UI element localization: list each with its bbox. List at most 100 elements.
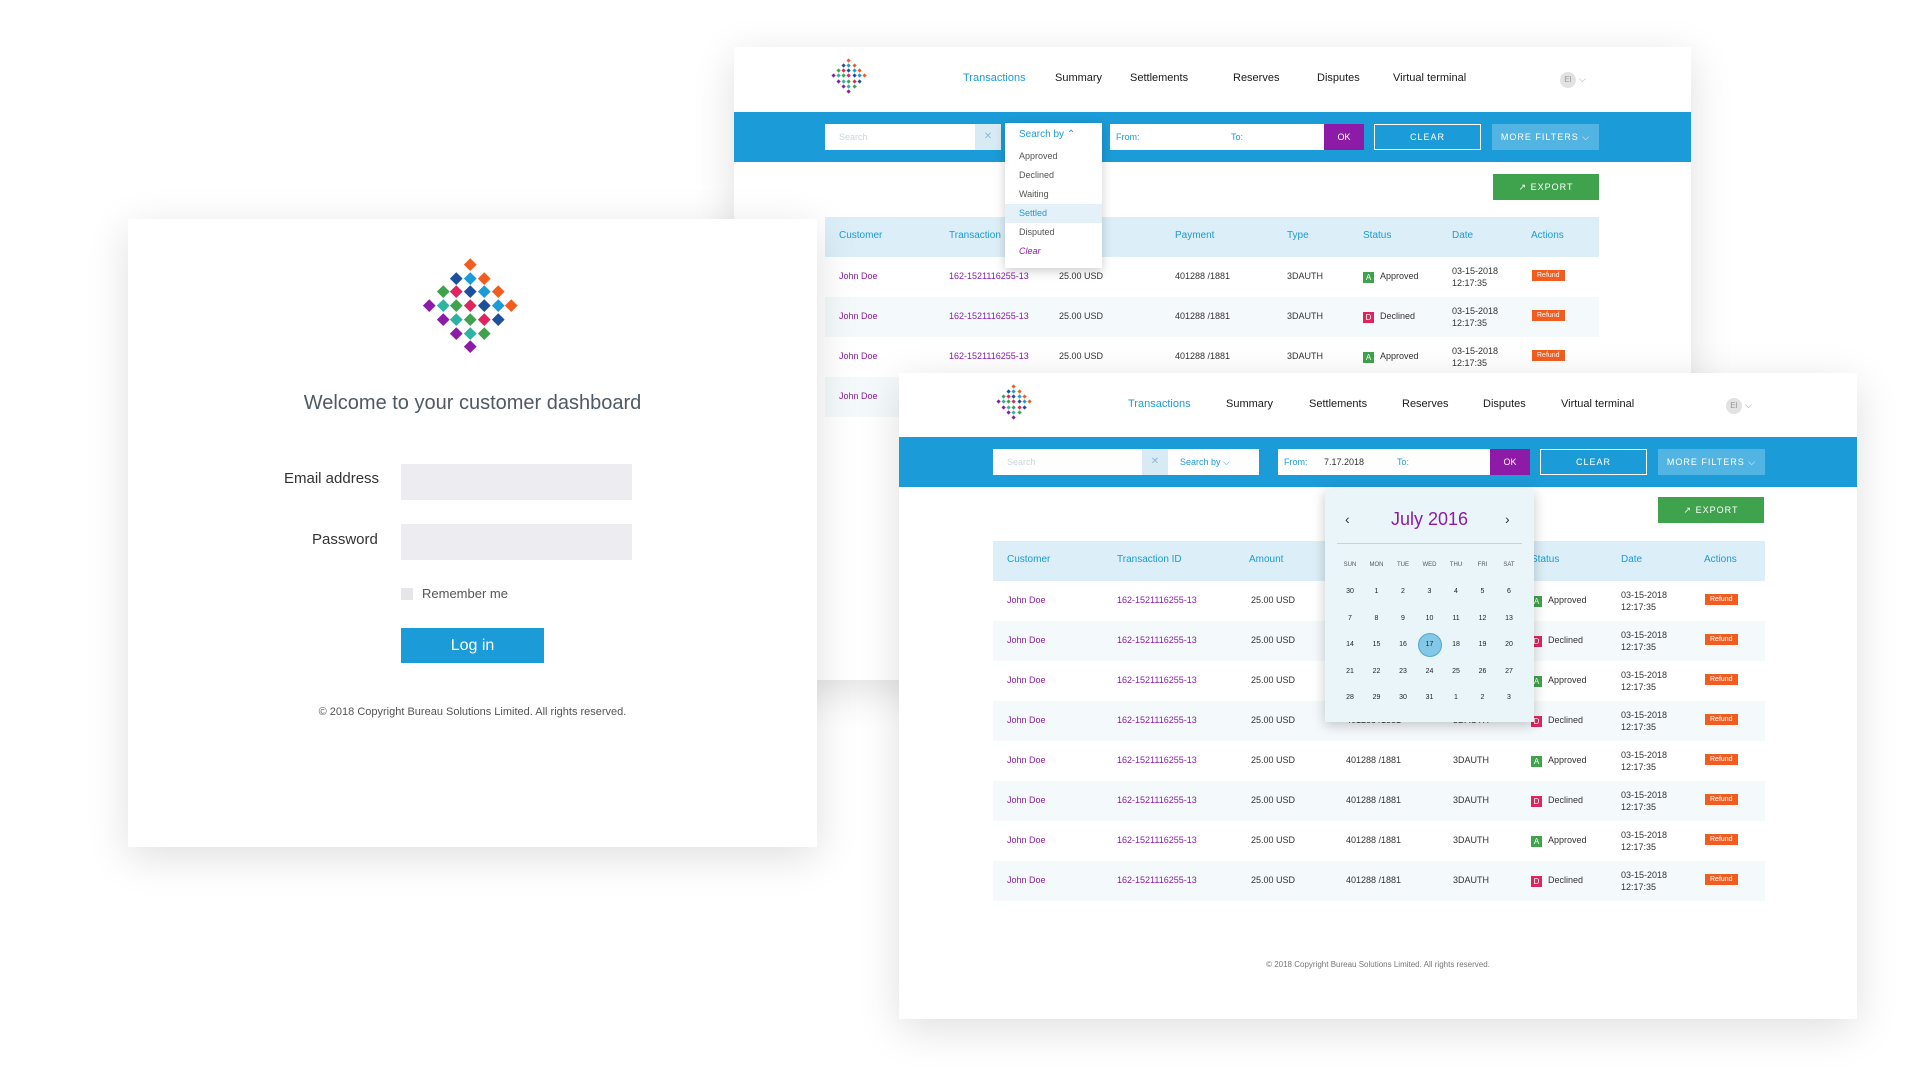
nav-summary[interactable]: Summary bbox=[1226, 398, 1274, 410]
calendar-day[interactable]: 23 bbox=[1399, 667, 1407, 675]
refund-button[interactable]: Refund bbox=[1705, 674, 1738, 685]
date-picker[interactable]: ‹ › July 2016 SUN MON TUE WED THU FRI SAT 30 1 2 3… bbox=[1325, 489, 1534, 722]
more-filters-button[interactable]: MORE FILTERS ⌵ bbox=[1658, 449, 1765, 475]
clear-search-icon[interactable]: ✕ bbox=[975, 124, 1001, 150]
clear-search-icon[interactable]: ✕ bbox=[1142, 449, 1168, 475]
cell-customer[interactable]: John Doe bbox=[839, 391, 878, 401]
refund-button[interactable]: Refund bbox=[1532, 350, 1565, 361]
calendar-day[interactable]: 21 bbox=[1346, 667, 1354, 675]
table-row[interactable]: John Doe 162-1521116255-13 25.00 USD 401288… bbox=[993, 741, 1765, 781]
calendar-day[interactable]: 16 bbox=[1399, 641, 1407, 648]
calendar-day[interactable]: 28 bbox=[1346, 694, 1354, 701]
th-actions[interactable]: Actions bbox=[1531, 230, 1564, 241]
date-range[interactable]: From: To: bbox=[1110, 124, 1324, 150]
cell-transaction-id[interactable]: 162-1521116255-13 bbox=[1117, 675, 1197, 685]
cell-transaction-id[interactable]: 162-1521116255-13 bbox=[1117, 755, 1197, 765]
calendar-day[interactable]: 3 bbox=[1507, 694, 1511, 701]
calendar-day[interactable]: 24 bbox=[1425, 667, 1434, 675]
cell-transaction-id[interactable]: 162-1521116255-13 bbox=[1117, 715, 1197, 725]
nav-virtual-terminal[interactable]: Virtual terminal bbox=[1561, 398, 1635, 410]
refund-button[interactable]: Refund bbox=[1705, 594, 1738, 605]
calendar-day[interactable]: 27 bbox=[1505, 667, 1513, 675]
calendar-day[interactable]: 31 bbox=[1425, 694, 1434, 701]
email-field[interactable] bbox=[401, 464, 632, 500]
dd-disputed[interactable]: Disputed bbox=[1019, 227, 1055, 237]
dd-clear[interactable]: Clear bbox=[1019, 246, 1041, 256]
next-month-icon[interactable]: › bbox=[1505, 511, 1510, 527]
dd-approved[interactable]: Approved bbox=[1019, 151, 1058, 161]
cell-transaction-id[interactable]: 162-1521116255-13 bbox=[949, 271, 1029, 281]
calendar-day[interactable]: 4 bbox=[1454, 588, 1458, 595]
th-customer[interactable]: Customer bbox=[839, 230, 883, 241]
refund-button[interactable]: Refund bbox=[1705, 754, 1738, 765]
clear-button[interactable]: CLEAR bbox=[1540, 449, 1647, 475]
cell-customer[interactable]: John Doe bbox=[1007, 635, 1046, 645]
cell-customer[interactable]: John Doe bbox=[1007, 835, 1046, 845]
calendar-day[interactable]: 8 bbox=[1374, 614, 1379, 622]
nav-reserves[interactable]: Reserves bbox=[1233, 72, 1280, 84]
calendar-day[interactable]: 20 bbox=[1505, 641, 1513, 648]
calendar-day[interactable]: 9 bbox=[1401, 614, 1405, 622]
calendar-day[interactable]: 1 bbox=[1454, 694, 1458, 701]
export-button[interactable]: ↗ EXPORT bbox=[1658, 497, 1764, 523]
cell-transaction-id[interactable]: 162-1521116255-13 bbox=[1117, 835, 1197, 845]
cell-customer[interactable]: John Doe bbox=[1007, 795, 1046, 805]
table-row[interactable]: John Doe 162-1521116255-13 25.00 USD 401288… bbox=[825, 337, 1599, 377]
calendar-day[interactable]: 2 bbox=[1401, 588, 1405, 595]
chevron-down-icon[interactable]: ⌵ bbox=[1745, 400, 1752, 410]
dd-settled[interactable]: Settled bbox=[1005, 204, 1102, 223]
user-avatar[interactable]: EI bbox=[1560, 72, 1576, 88]
nav-reserves[interactable]: Reserves bbox=[1402, 398, 1449, 410]
chevron-down-icon[interactable]: ⌵ bbox=[1579, 74, 1586, 84]
clear-button[interactable]: CLEAR bbox=[1374, 124, 1481, 150]
cell-transaction-id[interactable]: 162-1521116255-13 bbox=[1117, 595, 1197, 605]
export-button[interactable]: ↗ EXPORT bbox=[1493, 174, 1599, 200]
calendar-day[interactable]: 18 bbox=[1452, 641, 1460, 648]
cell-customer[interactable]: John Doe bbox=[839, 271, 878, 281]
nav-settlements[interactable]: Settlements bbox=[1309, 398, 1368, 410]
login-button[interactable]: Log in bbox=[401, 628, 544, 663]
refund-button[interactable]: Refund bbox=[1705, 634, 1738, 645]
nav-virtual-terminal[interactable]: Virtual terminal bbox=[1393, 72, 1467, 84]
table-row[interactable]: John Doe 162-1521116255-13 25.00 USD 401288… bbox=[993, 861, 1765, 901]
table-row[interactable]: John Doe 162-1521116255-13 25.00 USD 401288… bbox=[993, 781, 1765, 821]
calendar-day[interactable]: 2 bbox=[1480, 694, 1485, 701]
cell-customer[interactable]: John Doe bbox=[1007, 755, 1046, 765]
calendar-day[interactable]: 1 bbox=[1374, 588, 1379, 595]
search-input[interactable]: Search bbox=[993, 449, 1142, 475]
cell-transaction-id[interactable]: 162-1521116255-13 bbox=[949, 311, 1029, 321]
cell-transaction-id[interactable]: 162-1521116255-13 bbox=[1117, 875, 1197, 885]
table-row[interactable]: John Doe 162-1521116255-13 25.00 USD 401288… bbox=[993, 821, 1765, 861]
refund-button[interactable]: Refund bbox=[1532, 310, 1565, 321]
th-transaction-id[interactable]: Transaction ID bbox=[1117, 554, 1182, 565]
table-row[interactable]: John Doe 162-1521116255-13 25.00 USD 401288… bbox=[825, 297, 1599, 337]
search-by-dropdown[interactable]: Search by ⌃ Approved Declined Waiting Se… bbox=[1005, 123, 1102, 268]
calendar-day[interactable]: 22 bbox=[1372, 667, 1381, 675]
th-transaction[interactable]: Transaction bbox=[949, 230, 1001, 241]
th-status[interactable]: Status bbox=[1531, 554, 1560, 565]
calendar-day[interactable]: 29 bbox=[1372, 694, 1381, 701]
search-input[interactable]: Search bbox=[825, 124, 975, 150]
cell-customer[interactable]: John Doe bbox=[1007, 715, 1046, 725]
th-payment[interactable]: Payment bbox=[1175, 230, 1215, 241]
cell-customer[interactable]: John Doe bbox=[839, 311, 878, 321]
password-field[interactable] bbox=[401, 524, 632, 560]
refund-button[interactable]: Refund bbox=[1705, 794, 1738, 805]
search-by-toggle[interactable]: Search by ⌃ bbox=[1019, 129, 1075, 140]
calendar-day[interactable]: 15 bbox=[1372, 641, 1381, 648]
from-date-value[interactable]: 7.17.2018 bbox=[1324, 457, 1365, 467]
prev-month-icon[interactable]: ‹ bbox=[1345, 511, 1350, 527]
th-date[interactable]: Date bbox=[1621, 554, 1643, 565]
cell-customer[interactable]: John Doe bbox=[1007, 875, 1046, 885]
refund-button[interactable]: Refund bbox=[1532, 270, 1565, 281]
cell-customer[interactable]: John Doe bbox=[1007, 595, 1046, 605]
calendar-day[interactable]: 19 bbox=[1478, 641, 1487, 648]
th-type[interactable]: Type bbox=[1287, 230, 1309, 241]
th-customer[interactable]: Customer bbox=[1007, 554, 1051, 565]
dd-waiting[interactable]: Waiting bbox=[1019, 189, 1049, 199]
more-filters-button[interactable]: MORE FILTERS ⌵ bbox=[1492, 124, 1599, 150]
nav-summary[interactable]: Summary bbox=[1055, 72, 1103, 84]
calendar-day[interactable]: 14 bbox=[1346, 641, 1354, 648]
th-actions[interactable]: Actions bbox=[1704, 554, 1737, 565]
calendar-day[interactable]: 3 bbox=[1427, 588, 1432, 595]
